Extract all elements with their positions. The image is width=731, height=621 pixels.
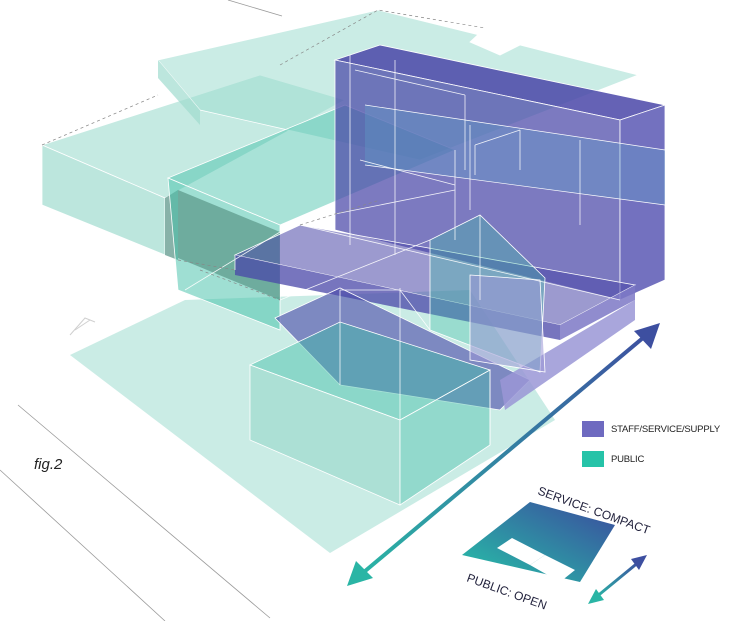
site-context-lines [0,0,283,621]
compact-open-schematic [462,502,647,604]
legend-item-public: PUBLIC [582,448,730,470]
public-front-box [248,321,492,506]
legend: STAFF/SERVICE/SUPPLY PUBLIC [582,418,730,478]
legend-item-staff-service-supply: STAFF/SERVICE/SUPPLY [582,418,730,440]
public-open-label: PUBLIC: OPEN [465,571,549,613]
public-service-gradient-arrow [347,323,660,586]
north-arrow-mark [69,317,96,336]
legend-swatch-public [582,451,604,467]
legend-swatch-staff-service-supply [582,421,604,437]
legend-label: STAFF/SERVICE/SUPPLY [611,423,720,435]
wireframe-lines [184,55,621,445]
service-tower [333,44,667,301]
hidden-dashed-lines [41,94,381,301]
legend-label: PUBLIC [611,453,645,465]
figure-label: fig.2 [34,456,63,473]
public-mid-box [429,214,546,373]
